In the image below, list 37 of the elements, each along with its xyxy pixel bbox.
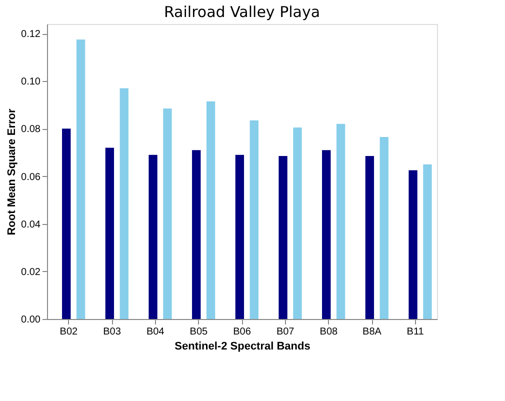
bar (423, 164, 432, 319)
bar (76, 39, 86, 319)
y-tick-label: 0.10 (21, 76, 41, 88)
y-tick-label: 0.12 (21, 29, 41, 40)
x-tick-label: B11 (406, 326, 424, 338)
x-tick-label: B06 (233, 326, 252, 338)
bar (148, 154, 158, 319)
x-tick-label: B04 (146, 326, 165, 338)
bar (235, 154, 244, 319)
bar (278, 156, 288, 319)
bar (163, 108, 172, 319)
bar (206, 101, 216, 319)
x-axis-title: Sentinel-2 Spectral Bands (174, 340, 310, 352)
bar (322, 150, 331, 319)
x-tick-label: B8A (362, 326, 382, 338)
bar (62, 128, 71, 319)
y-tick-label: 0.02 (21, 266, 41, 278)
bar (365, 156, 374, 319)
x-tick-label: B08 (320, 326, 338, 338)
bar (408, 170, 418, 319)
chart-title: Railroad Valley Playa (164, 3, 320, 21)
y-tick-label: 0.08 (21, 124, 41, 136)
bar (293, 127, 302, 319)
x-tick-label: B07 (276, 326, 295, 338)
bar (336, 124, 346, 319)
x-tick-label: B05 (190, 326, 208, 338)
bar (105, 148, 114, 319)
x-tick-label: B02 (60, 326, 78, 338)
bar (120, 88, 128, 319)
bar (250, 120, 258, 319)
bar (380, 137, 388, 319)
y-tick-label: 0.06 (21, 172, 41, 183)
bar (192, 150, 201, 319)
y-tick-label: 0.00 (21, 314, 41, 326)
x-tick-label: B03 (103, 326, 122, 338)
y-tick-label: 0.04 (21, 219, 41, 230)
y-axis-title: Root Mean Square Error (6, 108, 18, 236)
